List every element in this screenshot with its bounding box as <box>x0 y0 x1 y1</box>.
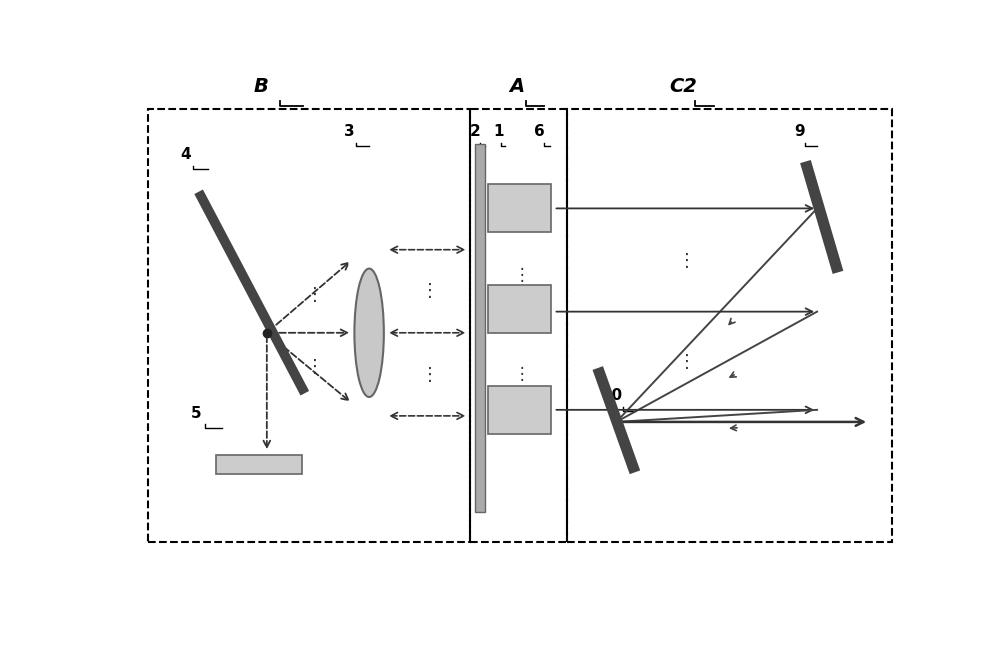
FancyBboxPatch shape <box>488 184 551 232</box>
Text: 3: 3 <box>344 124 355 139</box>
Text: $⋮$: $⋮$ <box>305 357 317 376</box>
Text: $⋮$: $⋮$ <box>513 364 524 383</box>
FancyBboxPatch shape <box>488 386 551 434</box>
Ellipse shape <box>354 269 384 397</box>
Text: $⋮$: $⋮$ <box>420 364 432 384</box>
Text: $⋮$: $⋮$ <box>677 352 689 371</box>
Text: 1: 1 <box>493 124 504 139</box>
Text: $⋮$: $⋮$ <box>677 251 689 270</box>
Text: 10: 10 <box>601 388 622 404</box>
FancyBboxPatch shape <box>216 455 302 473</box>
Text: $⋮$: $⋮$ <box>513 266 524 284</box>
Text: C2: C2 <box>669 77 697 96</box>
Text: $⋮$: $⋮$ <box>420 281 432 300</box>
Text: 2: 2 <box>470 124 481 139</box>
Text: 9: 9 <box>794 124 805 139</box>
Text: 4: 4 <box>180 146 191 162</box>
Text: B: B <box>253 77 268 96</box>
Text: 5: 5 <box>191 406 202 421</box>
Text: $⋮$: $⋮$ <box>305 284 317 303</box>
Text: 6: 6 <box>534 124 545 139</box>
FancyBboxPatch shape <box>488 285 551 333</box>
FancyBboxPatch shape <box>475 144 485 511</box>
Text: A: A <box>509 77 524 96</box>
